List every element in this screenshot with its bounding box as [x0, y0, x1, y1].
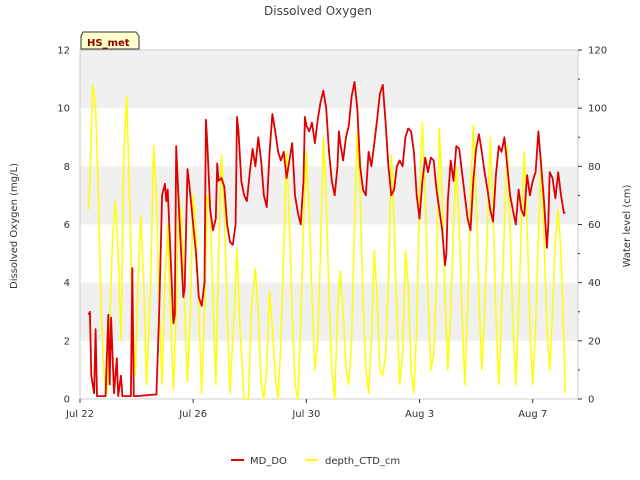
x-tick-label: Jul 26 [178, 409, 207, 420]
background-band [80, 50, 578, 109]
left-tick-label: 2 [64, 336, 70, 347]
series-line-depth [87, 84, 567, 400]
x-tick-label: Aug 3 [405, 409, 434, 420]
site-badge: HS_met [80, 31, 140, 50]
right-tick-label: 60 [588, 220, 601, 231]
right-tick-label: 20 [588, 336, 601, 347]
legend: MD_DO depth_CTD_cm [231, 456, 400, 467]
right-tick-label: 80 [588, 162, 601, 173]
legend-label-depth: depth_CTD_cm [325, 456, 400, 467]
left-tick-label: 6 [64, 220, 70, 231]
x-tick-label: Jul 22 [65, 409, 94, 420]
series-layer [87, 81, 567, 400]
x-tick-label: Aug 7 [518, 409, 547, 420]
legend-label-md-do: MD_DO [250, 456, 287, 467]
chart-title: Dissolved Oxygen [264, 4, 372, 18]
right-tick-label: 100 [588, 104, 607, 115]
left-axis-title: Dissolved Oxygen (mg/L) [9, 163, 20, 289]
x-axis: Jul 22 Jul 26 Jul 30 Aug 3 Aug 7 [65, 399, 547, 420]
right-axis: 0 20 40 60 80 100 120 [578, 46, 607, 406]
left-tick-label: 12 [57, 46, 70, 57]
right-tick-label: 120 [588, 46, 607, 57]
left-tick-label: 10 [57, 104, 70, 115]
site-badge-label: HS_met [87, 38, 130, 49]
right-tick-label: 0 [588, 395, 594, 406]
right-axis-title: Water level (cm) [622, 185, 633, 268]
x-tick-label: Jul 30 [291, 409, 320, 420]
left-axis: 0 2 4 6 8 10 12 [57, 46, 70, 406]
left-tick-label: 8 [64, 162, 70, 173]
left-tick-label: 0 [64, 395, 70, 406]
right-tick-label: 40 [588, 278, 601, 289]
series-line-md-do [87, 81, 566, 397]
left-tick-label: 4 [64, 278, 70, 289]
